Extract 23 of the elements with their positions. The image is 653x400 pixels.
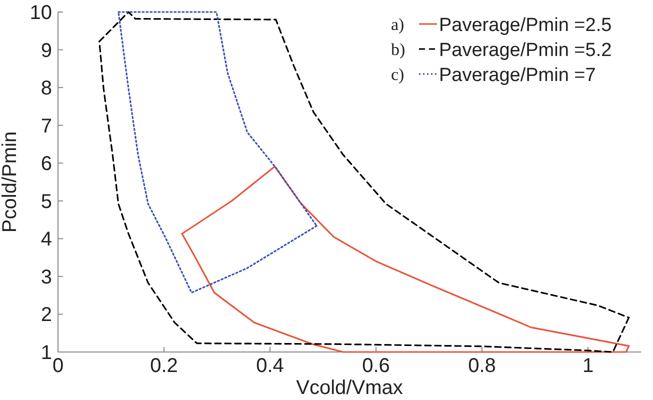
x-tick-label: 0.6	[362, 355, 390, 377]
legend-label: Paverage/Pmin =2.5	[439, 15, 612, 36]
y-tick-label: 9	[40, 40, 52, 62]
y-tick-label: 6	[40, 153, 52, 176]
x-tick-label: 0.4	[256, 355, 284, 377]
x-tick-label: 0.8	[468, 355, 496, 377]
y-tick-label: 4	[40, 228, 52, 251]
x-axis-title: Vcold/Vmax	[296, 377, 403, 399]
annotation: b)	[391, 40, 406, 59]
legend-label: Paverage/Pmin =5.2	[439, 40, 612, 61]
y-tick-label: 8	[40, 78, 52, 100]
y-axis-title: Pcold/Pmin	[0, 131, 21, 233]
y-tick-label: 5	[40, 190, 52, 213]
annotation: c)	[391, 65, 404, 84]
annotation: a)	[391, 15, 404, 34]
x-tick-label: 1	[582, 355, 594, 377]
x-tick-label: 0	[52, 355, 64, 377]
x-tick-label: 0.2	[150, 355, 178, 377]
y-tick-label: 2	[40, 304, 52, 326]
legend-label: Paverage/Pmin =7	[439, 65, 596, 86]
y-tick-label: 3	[40, 266, 52, 288]
y-tick-label: 7	[40, 115, 52, 138]
y-tick-label: 10	[30, 2, 52, 24]
